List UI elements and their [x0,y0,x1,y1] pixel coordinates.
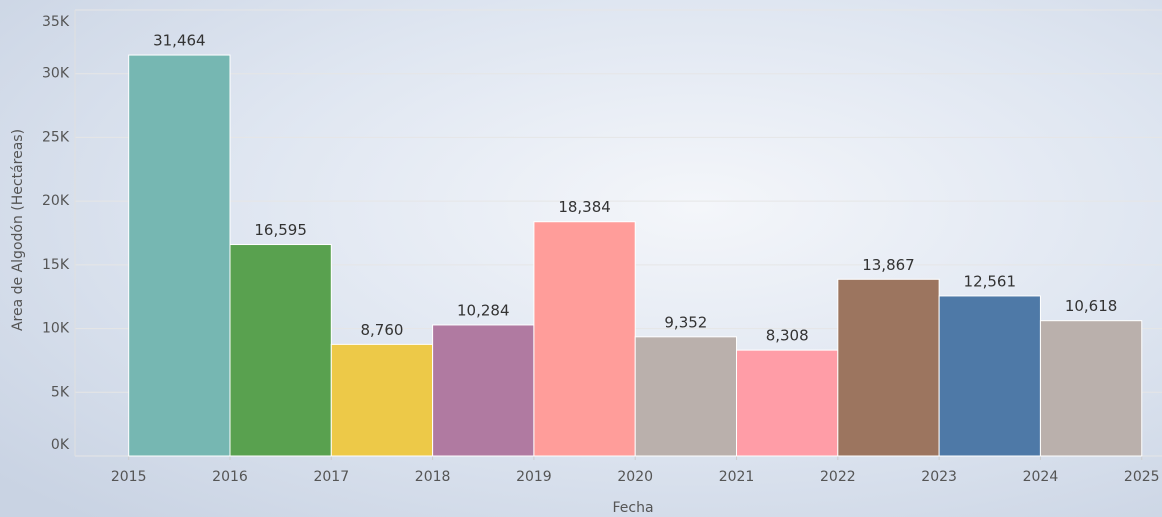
bar [129,55,230,456]
bar [737,350,838,456]
value-label: 8,308 [766,327,809,345]
bar [1040,321,1141,456]
bar [230,245,331,456]
bar [838,279,939,456]
value-label: 10,284 [457,301,510,319]
x-tick-label: 2018 [415,469,451,485]
x-tick-label: 2022 [820,469,856,485]
bar [433,325,534,456]
chart: Area de Algodón (Hectáreas) Fecha 0K 5K 10… [0,0,1162,517]
value-label: 13,867 [862,256,915,274]
x-tick-label: 2023 [921,469,957,485]
y-tick-label: 20K [42,193,70,209]
y-tick-label: 30K [42,66,70,82]
value-label: 8,760 [360,321,403,339]
x-tick-label: 2021 [719,469,755,485]
bar [939,296,1040,456]
value-label: 18,384 [558,198,611,216]
y-tick-label: 10K [42,321,70,337]
x-tick-label: 2025 [1124,469,1160,485]
x-tick-label: 2015 [111,469,147,485]
value-label: 31,464 [153,32,206,50]
bar [635,337,736,456]
value-label: 9,352 [664,313,707,331]
value-label: 12,561 [964,272,1017,290]
x-tick-label: 2020 [617,469,653,485]
x-axis-title: Fecha [612,500,653,516]
y-tick-label: 35K [42,14,70,30]
x-tick-label: 2019 [516,469,552,485]
value-label: 10,618 [1065,297,1118,315]
y-tick-label: 0K [51,437,70,453]
y-tick-label: 15K [42,257,70,273]
x-tick-label: 2024 [1023,469,1059,485]
y-tick-label: 25K [42,129,70,145]
y-axis-title: Area de Algodón (Hectáreas) [10,129,26,331]
x-tick-label: 2016 [212,469,248,485]
value-label: 16,595 [254,221,307,239]
bar [534,222,635,456]
bar [331,344,432,456]
x-tick-label: 2017 [313,469,349,485]
y-tick-label: 5K [51,384,70,400]
